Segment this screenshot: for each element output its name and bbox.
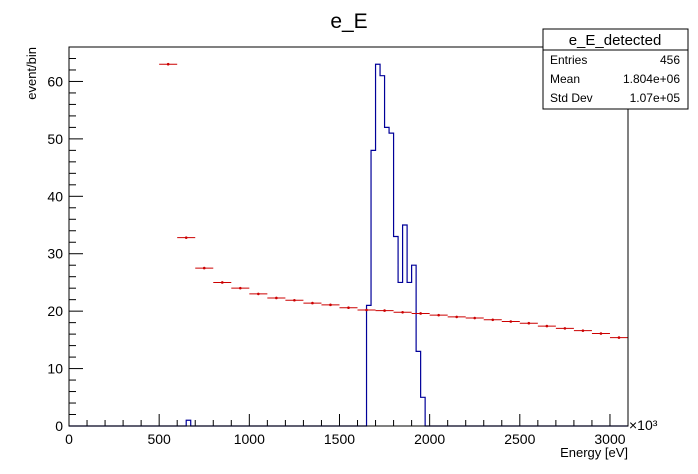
data-point (537, 324, 556, 328)
y-tick-label: 20 (47, 303, 63, 319)
data-point (213, 281, 232, 284)
data-point-marker (401, 311, 404, 314)
points-series (159, 62, 628, 339)
x-axis-title: Energy [eV] (560, 445, 628, 460)
stats-box: e_E_detected Entries 456 Mean 1.804e+06 … (542, 28, 689, 110)
chart-title: e_E (330, 10, 367, 33)
x-tick-label: 0 (65, 431, 73, 447)
data-point-marker (491, 318, 495, 322)
y-tick-label: 60 (47, 73, 63, 89)
y-tick-label: 10 (47, 361, 63, 377)
data-point (249, 292, 268, 296)
data-point-marker (383, 309, 386, 312)
data-point (159, 62, 178, 66)
data-point (195, 266, 214, 270)
data-point (573, 329, 592, 332)
data-point-marker (581, 329, 585, 332)
plot-frame (68, 46, 629, 427)
data-point-marker (455, 315, 458, 319)
data-point (357, 308, 376, 312)
data-point-marker (527, 321, 531, 325)
stats-mean-label: Mean (550, 72, 580, 86)
x-tick-label: 1500 (324, 431, 355, 447)
y-tick-label: 0 (55, 418, 63, 434)
stats-mean-value: 1.804e+06 (623, 72, 680, 86)
data-point-marker (257, 292, 260, 296)
data-point (285, 298, 304, 302)
data-point (519, 321, 538, 325)
data-point-marker (275, 296, 278, 300)
y-tick-label: 30 (47, 246, 63, 262)
axes: 0 500 1000 1500 2000 2500 3000 0 10 20 30 40 50 60 (47, 46, 629, 447)
data-point (321, 303, 340, 307)
x-tick-label: 2000 (414, 431, 445, 447)
data-point-marker (166, 62, 170, 66)
stats-stddev-value: 1.07e+05 (630, 91, 681, 105)
data-point (447, 315, 466, 319)
x-axis-multiplier: ×10³ (629, 417, 658, 433)
data-point-marker (509, 320, 513, 323)
stats-entries-value: 456 (660, 53, 680, 67)
data-point-marker (545, 324, 549, 328)
data-point-marker (437, 313, 440, 317)
data-point (429, 313, 448, 317)
y-tick-label: 50 (47, 131, 63, 147)
data-point (555, 327, 574, 330)
data-point (231, 286, 250, 290)
stats-entries-label: Entries (550, 53, 587, 67)
data-point-marker (184, 236, 188, 239)
data-point (177, 236, 196, 239)
x-tick-label: 2500 (504, 431, 535, 447)
data-point-marker (239, 286, 242, 290)
data-point (465, 316, 484, 320)
y-tick-label: 40 (47, 188, 63, 204)
data-point (303, 301, 322, 305)
x-tick-label: 1000 (234, 431, 265, 447)
data-point-marker (347, 306, 350, 310)
data-point-marker (419, 312, 422, 315)
data-point (483, 318, 502, 322)
data-point (591, 332, 610, 335)
data-point-marker (329, 303, 332, 307)
y-axis-title: event/bin (24, 47, 39, 100)
histogram-series (69, 63, 628, 427)
data-point (339, 306, 358, 310)
stats-box-title: e_E_detected (569, 32, 662, 49)
x-tick-label: 500 (147, 431, 171, 447)
histogram-line (69, 63, 628, 427)
data-point-marker (563, 327, 567, 330)
data-point (501, 320, 520, 323)
data-point-marker (599, 332, 603, 335)
data-point-marker (617, 336, 621, 339)
data-point (375, 309, 394, 312)
data-point-marker (365, 308, 368, 312)
stats-box-frame (542, 28, 689, 110)
data-point (411, 312, 430, 315)
data-point-marker (311, 301, 314, 305)
data-point-marker (202, 266, 206, 270)
data-point-marker (293, 298, 296, 302)
stats-stddev-label: Std Dev (550, 91, 593, 105)
data-point-marker (473, 316, 477, 320)
data-point (267, 296, 286, 300)
data-point (609, 336, 628, 339)
data-point-marker (220, 281, 224, 284)
data-point (393, 311, 412, 314)
x-tick-label: 3000 (594, 431, 625, 447)
